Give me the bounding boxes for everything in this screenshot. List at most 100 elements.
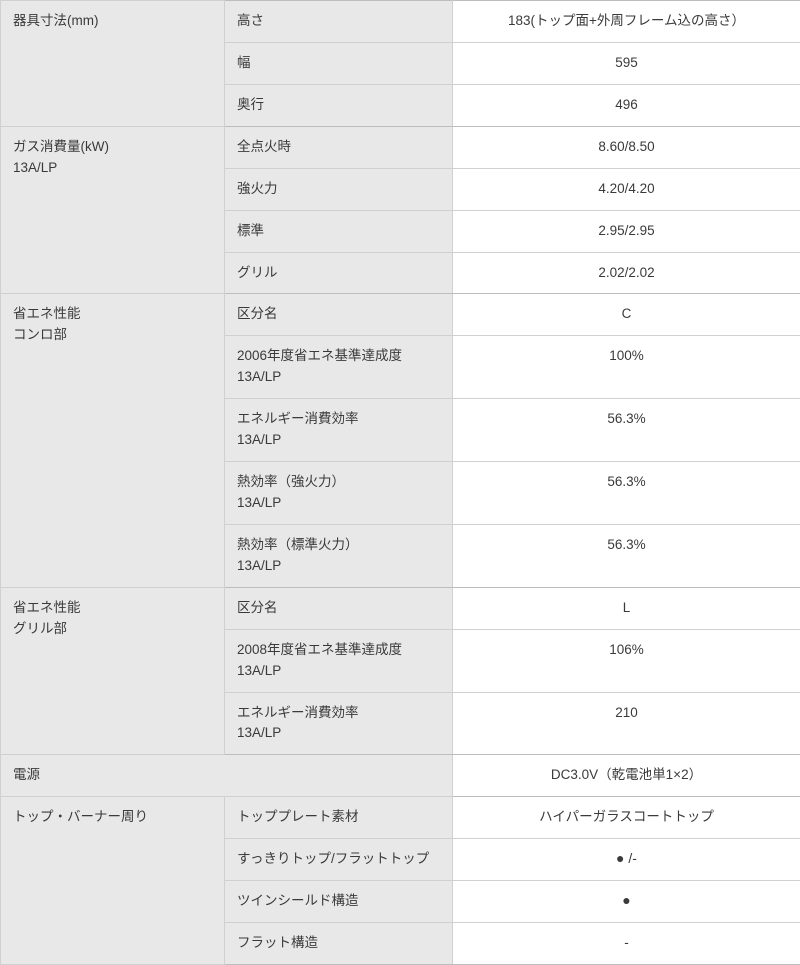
spec-value-text: 56.3% xyxy=(607,537,645,552)
spec-value-cell: 595 xyxy=(453,42,800,84)
group-label-line: 省エネ性能 xyxy=(13,304,212,325)
spec-label-cell: 熱効率（強火力）13A/LP xyxy=(225,462,453,525)
spec-value-cell: ● xyxy=(453,881,800,923)
spec-value-cell: 2.95/2.95 xyxy=(453,210,800,252)
spec-value-text: 56.3% xyxy=(607,411,645,426)
group-label-line: グリル部 xyxy=(13,619,212,640)
spec-label-cell: 区分名 xyxy=(225,294,453,336)
spec-label-line: フラット構造 xyxy=(237,933,440,954)
spec-label-cell: 全点火時 xyxy=(225,126,453,168)
status-dot-value: ● xyxy=(622,892,630,908)
spec-label-line: 全点火時 xyxy=(237,137,440,158)
spec-value-cell: 4.20/4.20 xyxy=(453,168,800,210)
spec-label-line: 13A/LP xyxy=(237,723,440,744)
spec-value-cell: - xyxy=(453,923,800,965)
spec-label-line: 13A/LP xyxy=(237,430,440,451)
spec-label-line: 熱効率（強火力） xyxy=(237,472,440,493)
group-label-line: トップ・バーナー周り xyxy=(13,807,212,828)
status-dot-value: ● /- xyxy=(616,850,637,866)
spec-value-cell: C xyxy=(453,294,800,336)
spec-label-line: 標準 xyxy=(237,221,440,242)
group-label-line: 電源 xyxy=(13,765,440,786)
group-label-cell: トップ・バーナー周り xyxy=(1,797,225,965)
spec-label-cell: 高さ xyxy=(225,1,453,43)
spec-label-cell: ツインシールド構造 xyxy=(225,881,453,923)
spec-value-cell: L xyxy=(453,587,800,629)
spec-label-line: 強火力 xyxy=(237,179,440,200)
spec-value-cell: 8.60/8.50 xyxy=(453,126,800,168)
spec-value-text: L xyxy=(623,600,631,615)
spec-label-cell: 区分名 xyxy=(225,587,453,629)
spec-value-text: 496 xyxy=(615,97,638,112)
spec-value-cell: 56.3% xyxy=(453,462,800,525)
group-label-line: 13A/LP xyxy=(13,158,212,179)
table-row: 電源 DC3.0V（乾電池単1×2） xyxy=(1,755,800,797)
spec-value-text: 106% xyxy=(609,642,644,657)
spec-value-cell: 496 xyxy=(453,84,800,126)
spec-label-cell: すっきりトップ/フラットトップ xyxy=(225,839,453,881)
spec-value-cell: 106% xyxy=(453,629,800,692)
spec-value-cell: 56.3% xyxy=(453,399,800,462)
spec-label-line: 2006年度省エネ基準達成度 xyxy=(237,346,440,367)
spec-label-cell: グリル xyxy=(225,252,453,294)
spec-value-cell: 2.02/2.02 xyxy=(453,252,800,294)
spec-value-cell: DC3.0V（乾電池単1×2） xyxy=(453,755,800,797)
group-label-line: 省エネ性能 xyxy=(13,598,212,619)
spec-label-line: 奥行 xyxy=(237,95,440,116)
spec-label-line: ツインシールド構造 xyxy=(237,891,440,912)
spec-value-cell: 56.3% xyxy=(453,524,800,587)
spec-label-line: 区分名 xyxy=(237,598,440,619)
spec-label-cell: 幅 xyxy=(225,42,453,84)
spec-label-cell: 標準 xyxy=(225,210,453,252)
spec-value-text: C xyxy=(622,306,632,321)
spec-label-cell: フラット構造 xyxy=(225,923,453,965)
spec-value-text: 595 xyxy=(615,55,638,70)
spec-value-text: - xyxy=(624,935,629,950)
group-label-line: コンロ部 xyxy=(13,325,212,346)
group-label-cell: ガス消費量(kW)13A/LP xyxy=(1,126,225,294)
spec-value-cell: 183(トップ面+外周フレーム込の高さ） xyxy=(453,1,800,43)
group-label-line: 器具寸法(mm) xyxy=(13,11,212,32)
spec-label-line: 区分名 xyxy=(237,304,440,325)
spec-value-text: 2.02/2.02 xyxy=(598,265,654,280)
spec-label-cell: 強火力 xyxy=(225,168,453,210)
spec-value-text: 56.3% xyxy=(607,474,645,489)
spec-label-line: 13A/LP xyxy=(237,661,440,682)
spec-value-cell: 210 xyxy=(453,692,800,755)
spec-label-line: グリル xyxy=(237,263,440,284)
spec-value-text: 210 xyxy=(615,705,638,720)
group-label-cell: 電源 xyxy=(1,755,453,797)
spec-label-line: 熱効率（標準火力） xyxy=(237,535,440,556)
spec-value-text: 2.95/2.95 xyxy=(598,223,654,238)
spec-label-line: トッププレート素材 xyxy=(237,807,440,828)
spec-value-text: DC3.0V（乾電池単1×2） xyxy=(551,767,702,782)
spec-label-line: 高さ xyxy=(237,11,440,32)
group-label-line: ガス消費量(kW) xyxy=(13,137,212,158)
spec-label-line: エネルギー消費効率 xyxy=(237,409,440,430)
group-label-cell: 省エネ性能グリル部 xyxy=(1,587,225,755)
group-label-cell: 器具寸法(mm) xyxy=(1,1,225,127)
spec-value-cell: ● /- xyxy=(453,839,800,881)
spec-label-line: エネルギー消費効率 xyxy=(237,703,440,724)
table-row: トップ・バーナー周りトッププレート素材ハイパーガラスコートトップ xyxy=(1,797,800,839)
spec-label-line: 13A/LP xyxy=(237,556,440,577)
spec-label-line: 幅 xyxy=(237,53,440,74)
spec-label-line: 13A/LP xyxy=(237,493,440,514)
spec-label-cell: トッププレート素材 xyxy=(225,797,453,839)
spec-value-text: 100% xyxy=(609,348,644,363)
group-label-cell: 省エネ性能コンロ部 xyxy=(1,294,225,587)
spec-label-cell: 奥行 xyxy=(225,84,453,126)
spec-value-text: 8.60/8.50 xyxy=(598,139,654,154)
spec-value-text: 4.20/4.20 xyxy=(598,181,654,196)
spec-label-line: すっきりトップ/フラットトップ xyxy=(237,849,440,870)
spec-label-line: 2008年度省エネ基準達成度 xyxy=(237,640,440,661)
